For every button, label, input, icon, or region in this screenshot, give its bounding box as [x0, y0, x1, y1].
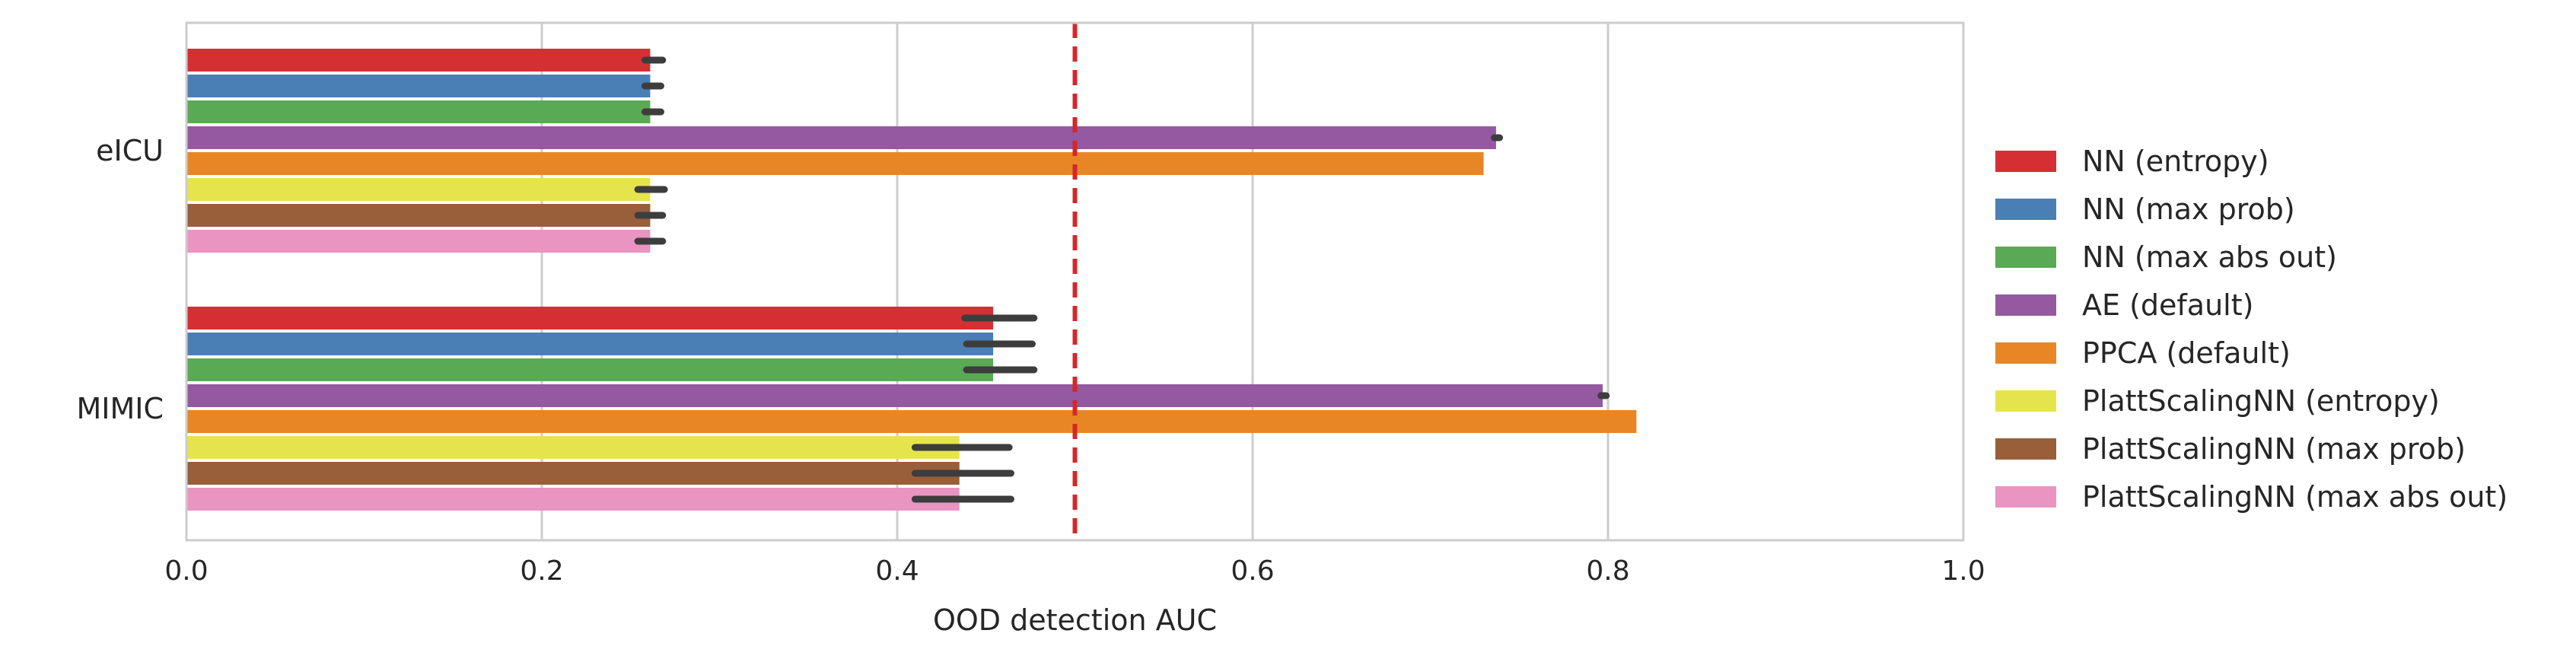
bar — [186, 488, 960, 511]
bar — [186, 100, 651, 123]
legend-swatch — [1995, 294, 2056, 316]
x-tick-label: 0.6 — [1231, 555, 1274, 587]
bar — [186, 410, 1637, 433]
legend-swatch — [1995, 247, 2056, 268]
legend-label: NN (max abs out) — [2082, 240, 2337, 274]
bar — [186, 126, 1496, 149]
legend-swatch — [1995, 390, 2056, 412]
x-tick-label: 1.0 — [1941, 555, 1985, 587]
bar — [186, 384, 1603, 407]
bar — [186, 462, 960, 485]
legend-swatch — [1995, 342, 2056, 364]
x-tick-label: 0.8 — [1586, 555, 1629, 587]
x-tick-label: 0.0 — [164, 555, 208, 587]
category-labels: eICU MIMIC — [76, 134, 164, 425]
legend-label: PlattScalingNN (max prob) — [2082, 432, 2466, 466]
category-label: MIMIC — [76, 392, 164, 425]
bar — [186, 49, 651, 72]
legend-swatch — [1995, 151, 2056, 172]
legend-swatch — [1995, 486, 2056, 508]
x-axis-label: OOD detection AUC — [933, 603, 1217, 637]
legend-label: NN (entropy) — [2082, 145, 2269, 178]
bar — [186, 230, 651, 253]
bar — [186, 204, 651, 227]
plot-frame — [185, 21, 1965, 542]
legend-label: PlattScalingNN (max abs out) — [2082, 480, 2508, 514]
error-bars — [634, 56, 1610, 503]
legend-swatch — [1995, 438, 2056, 460]
category-label: eICU — [96, 134, 164, 167]
legend-label: PlattScalingNN (entropy) — [2082, 384, 2440, 418]
legend: NN (entropy) NN (max prob) NN (max abs out… — [1995, 145, 2508, 514]
legend-label: NN (max prob) — [2082, 193, 2295, 226]
x-tick-label: 0.4 — [875, 555, 919, 587]
bar — [186, 436, 960, 459]
bar — [186, 152, 1484, 175]
x-tick-label: 0.2 — [520, 555, 563, 587]
legend-swatch — [1995, 199, 2056, 220]
legend-label: PPCA (default) — [2082, 336, 2291, 370]
x-tick-labels: 0.0 0.2 0.4 0.6 0.8 1.0 — [164, 555, 1985, 587]
bar — [186, 178, 651, 201]
bar — [186, 307, 994, 329]
legend-label: AE (default) — [2082, 288, 2253, 322]
bar — [186, 333, 994, 355]
bar — [186, 75, 651, 97]
bar — [186, 358, 994, 381]
bars — [186, 49, 1637, 511]
